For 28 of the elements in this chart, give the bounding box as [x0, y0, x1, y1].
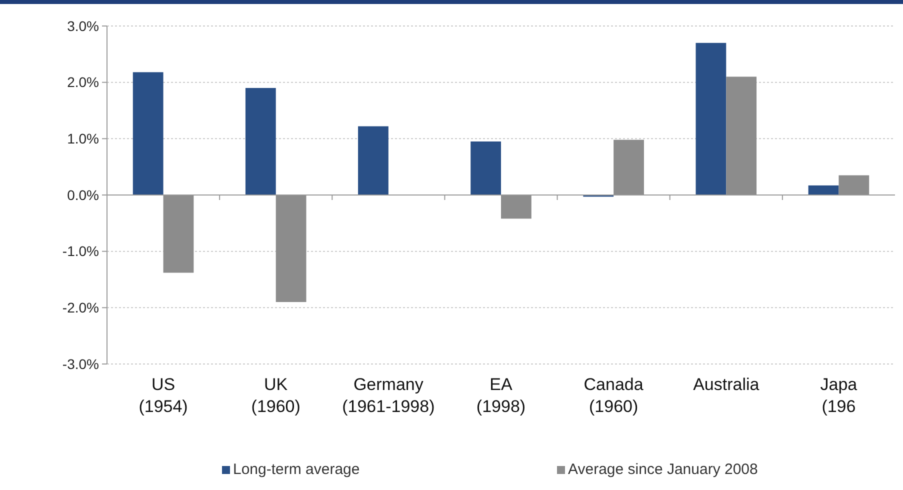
x-tick-label: Australia [693, 375, 760, 394]
bar [132, 72, 164, 195]
bar [808, 185, 839, 195]
bar [470, 141, 501, 195]
bar [276, 195, 306, 302]
y-tick-label: -3.0% [62, 356, 99, 372]
x-tick-label: US (1954) [138, 375, 188, 416]
bar [614, 140, 644, 195]
legend-label: Long-term average [233, 461, 360, 478]
x-tick-label: Japa (196 [820, 375, 858, 416]
y-tick-label: -2.0% [62, 300, 99, 316]
bar [358, 126, 388, 195]
bar [838, 175, 870, 195]
y-tick-label: 1.0% [67, 130, 99, 147]
x-tick-label: UK (1960) [251, 375, 300, 416]
bar [501, 195, 532, 219]
y-tick-label: 2.0% [67, 74, 99, 90]
y-tick-label: 3.0% [67, 18, 99, 34]
y-tick-label: 0.0% [67, 186, 99, 203]
legend-label: Average since January 2008 [568, 461, 758, 478]
bar [245, 88, 276, 195]
x-tick-label: EA (1998) [476, 375, 526, 416]
y-tick-label: -1.0% [62, 243, 99, 260]
bar [696, 42, 726, 195]
bar [726, 76, 757, 195]
x-tick-label: Canada (1960) [584, 375, 644, 416]
x-tick-label: Germany (1961-1998) [342, 375, 435, 416]
bar [163, 195, 194, 273]
